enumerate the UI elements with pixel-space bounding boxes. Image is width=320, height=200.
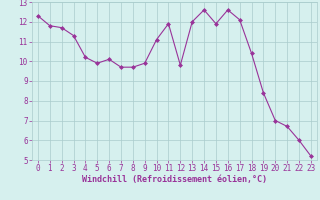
X-axis label: Windchill (Refroidissement éolien,°C): Windchill (Refroidissement éolien,°C) xyxy=(82,175,267,184)
